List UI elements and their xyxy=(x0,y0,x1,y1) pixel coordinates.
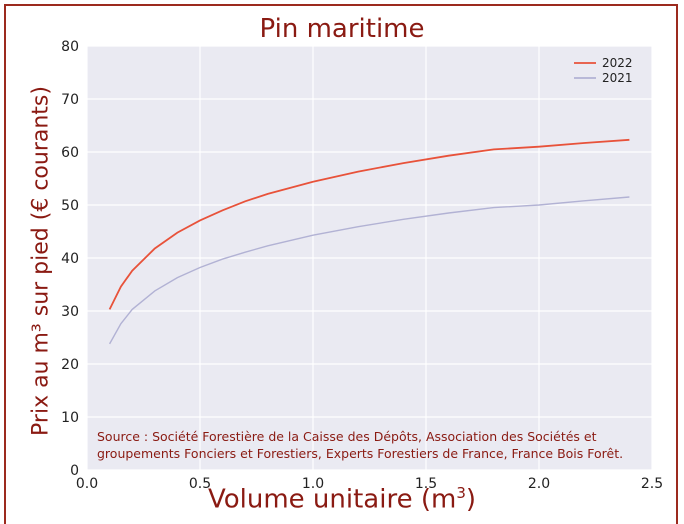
series-lines xyxy=(108,138,630,345)
source-annotation: Source : Société Forestière de la Caisse… xyxy=(97,429,624,461)
y-tick-label: 30 xyxy=(61,304,79,320)
x-axis-title: Volume unitaire (m3) xyxy=(0,484,684,515)
x-axis-title-superscript: 3 xyxy=(456,484,466,502)
grid xyxy=(86,45,653,471)
x-tick-label: 1.0 xyxy=(302,476,324,492)
y-tick-label: 70 xyxy=(61,92,79,108)
legend-label-2022: 2022 xyxy=(602,56,633,70)
y-tick-label: 20 xyxy=(61,357,79,373)
y-tick-label: 80 xyxy=(61,39,79,55)
x-tick-label: 0.0 xyxy=(76,476,98,492)
x-tick-label: 2.5 xyxy=(641,476,663,492)
y-axis-ticks: 0 10 20 30 40 50 60 70 80 xyxy=(61,39,79,479)
x-tick-label: 2.0 xyxy=(528,476,550,492)
chart-title: Pin maritime xyxy=(259,14,425,44)
series-line-2021 xyxy=(108,196,630,345)
y-tick-label: 60 xyxy=(61,145,79,161)
y-tick-label: 50 xyxy=(61,198,79,214)
x-tick-label: 1.5 xyxy=(415,476,437,492)
x-tick-label: 0.5 xyxy=(189,476,211,492)
y-tick-label: 10 xyxy=(61,410,79,426)
y-axis-title: Prix au m³ sur pied (€ courants) xyxy=(28,86,54,436)
legend-label-2021: 2021 xyxy=(602,71,633,85)
y-tick-label: 40 xyxy=(61,251,79,267)
x-axis-title-text: Volume unitaire (m xyxy=(207,484,457,515)
chart-frame xyxy=(4,4,678,524)
x-axis-ticks: 0.0 0.5 1.0 1.5 2.0 2.5 xyxy=(76,476,663,492)
y-tick-label: 0 xyxy=(70,463,79,479)
series-line-2022 xyxy=(108,138,630,310)
x-axis-title-end: ) xyxy=(465,484,477,515)
